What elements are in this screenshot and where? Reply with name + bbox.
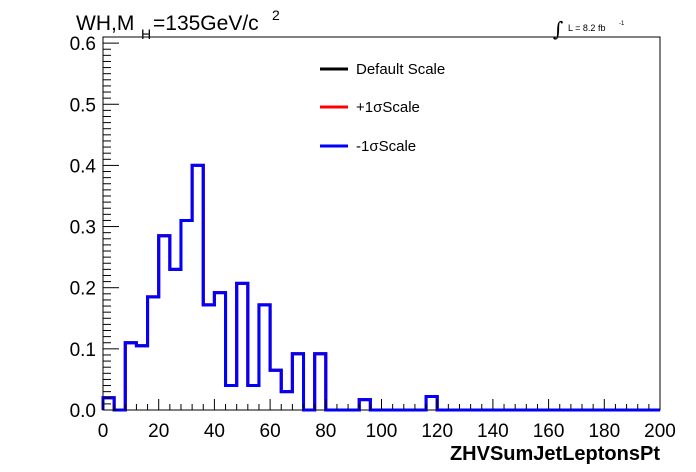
x-tick-label: 160	[533, 421, 565, 442]
chart-title: WH,M H =135GeV/c 2	[76, 7, 280, 42]
y-tick-label: 0.5	[70, 95, 96, 116]
series-layer	[101, 163, 660, 412]
x-tick-label: 60	[260, 421, 281, 442]
y-tick-label: 0.4	[70, 156, 97, 177]
x-tick-label: 140	[477, 421, 509, 442]
x-tick-label: 120	[421, 421, 453, 442]
title-subscript: H	[141, 26, 151, 42]
lumi-superscript: -1	[619, 21, 625, 27]
legend-label-1: +1σScale	[356, 99, 420, 116]
y-tick-label: 0.0	[70, 401, 96, 422]
integral-sign-icon: ∫	[553, 17, 563, 41]
title-main-text: WH,M	[76, 12, 134, 35]
x-tick-label: 20	[148, 421, 169, 442]
y-tick-label: 0.6	[70, 34, 96, 55]
y-tick-label: 0.3	[70, 218, 96, 239]
x-tick-label: 80	[315, 421, 336, 442]
series-line-2	[101, 163, 660, 412]
luminosity-label: ∫ L = 8.2 fb -1	[553, 17, 625, 41]
series-line-1	[101, 163, 660, 412]
x-tick-label: 200	[644, 421, 676, 442]
title-rest-text: =135GeV/c	[153, 12, 259, 35]
legend: Default Scale +1σScale -1σScale	[320, 61, 445, 155]
title-superscript: 2	[272, 7, 280, 23]
lumi-text: L = 8.2 fb	[568, 23, 605, 33]
legend-label-2: -1σScale	[356, 138, 416, 155]
x-tick-label: 100	[366, 421, 398, 442]
plot-frame	[102, 36, 661, 411]
y-tick-label: 0.1	[70, 340, 96, 361]
series-line-0	[101, 163, 660, 412]
x-tick-label: 40	[204, 421, 225, 442]
x-axis: 0 20 40 60 80 100 120 140 160 180 200	[98, 399, 676, 442]
x-axis-title: ZHVSumJetLeptonsPt	[450, 443, 660, 465]
legend-label-0: Default Scale	[356, 61, 445, 78]
x-tick-label: 0	[98, 421, 109, 442]
y-axis: 0.0 0.1 0.2 0.3 0.4 0.5 0.6	[70, 34, 119, 422]
x-tick-label: 180	[588, 421, 620, 442]
y-tick-label: 0.2	[70, 279, 96, 300]
